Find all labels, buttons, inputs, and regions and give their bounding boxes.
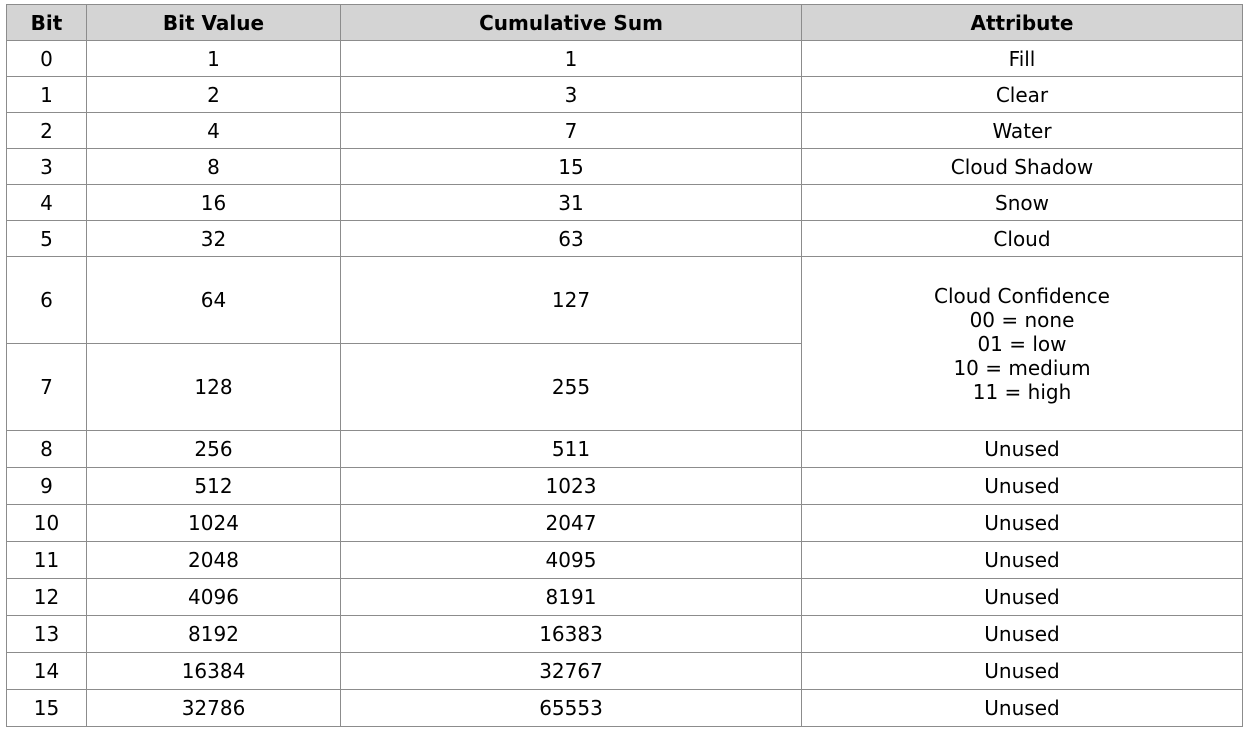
cell-attribute: Unused — [801, 615, 1243, 653]
cell-bit: 5 — [6, 220, 87, 257]
cell-cumulative-sum: 1023 — [340, 467, 802, 505]
header-bit-value: Bit Value — [86, 4, 341, 41]
cell-cumulative-sum: 255 — [340, 343, 802, 431]
cell-bit-value: 512 — [86, 467, 341, 505]
cell-bit: 14 — [6, 652, 87, 690]
cell-bit-value: 16384 — [86, 652, 341, 690]
header-cumulative-sum: Cumulative Sum — [340, 4, 802, 41]
table-row: 7 128 255 — [6, 343, 1243, 431]
cell-attribute: Unused — [801, 578, 1243, 616]
cell-attribute: Unused — [801, 467, 1243, 505]
cell-bit: 3 — [6, 148, 87, 185]
cell-cumulative-sum: 31 — [340, 184, 802, 221]
cell-cumulative-sum: 4095 — [340, 541, 802, 579]
cell-cumulative-sum: 7 — [340, 112, 802, 149]
table-row: 1 2 3 Clear — [6, 76, 1243, 113]
header-attribute: Attribute — [801, 4, 1243, 41]
cell-bit: 1 — [6, 76, 87, 113]
cell-bit-value: 4 — [86, 112, 341, 149]
cell-bit-value: 8 — [86, 148, 341, 185]
cell-cumulative-sum: 127 — [340, 256, 802, 344]
cell-attribute: Water — [801, 112, 1243, 149]
header-row: Bit Bit Value Cumulative Sum Attribute — [6, 4, 1243, 41]
cell-bit: 12 — [6, 578, 87, 616]
cell-bit-value: 1 — [86, 40, 341, 77]
table-row: 13 8192 16383 Unused — [6, 615, 1243, 653]
cell-cumulative-sum: 8191 — [340, 578, 802, 616]
cell-bit-value: 64 — [86, 256, 341, 344]
cell-bit: 4 — [6, 184, 87, 221]
cell-bit-value: 2 — [86, 76, 341, 113]
cloud-confidence-medium: 10 = medium — [953, 355, 1091, 380]
cell-cumulative-sum: 15 — [340, 148, 802, 185]
cell-bit-value: 32 — [86, 220, 341, 257]
table-row: 12 4096 8191 Unused — [6, 578, 1243, 616]
cell-cumulative-sum: 16383 — [340, 615, 802, 653]
cell-attribute: Unused — [801, 652, 1243, 690]
cell-bit-value: 16 — [86, 184, 341, 221]
cell-bit: 11 — [6, 541, 87, 579]
cell-bit: 2 — [6, 112, 87, 149]
cell-bit: 0 — [6, 40, 87, 77]
header-bit: Bit — [6, 4, 87, 41]
cell-cumulative-sum: 65553 — [340, 689, 802, 727]
cell-cumulative-sum: 3 — [340, 76, 802, 113]
cell-bit-value: 4096 — [86, 578, 341, 616]
cell-bit-value: 128 — [86, 343, 341, 431]
cell-attribute-cloud-confidence: Cloud Confidence 00 = none 01 = low 10 =… — [801, 256, 1243, 431]
cell-attribute: Unused — [801, 689, 1243, 727]
table-row: 4 16 31 Snow — [6, 184, 1243, 221]
table-row: 11 2048 4095 Unused — [6, 541, 1243, 579]
cell-bit-value: 8192 — [86, 615, 341, 653]
table-row: 10 1024 2047 Unused — [6, 504, 1243, 542]
table-row: 5 32 63 Cloud — [6, 220, 1243, 257]
cell-bit-value: 256 — [86, 430, 341, 468]
table-row: 14 16384 32767 Unused — [6, 652, 1243, 690]
cell-bit: 15 — [6, 689, 87, 727]
cell-bit-value: 1024 — [86, 504, 341, 542]
table-row: 9 512 1023 Unused — [6, 467, 1243, 505]
bit-attribute-table: Bit Bit Value Cumulative Sum Attribute 0… — [6, 4, 1243, 727]
cell-attribute: Clear — [801, 76, 1243, 113]
table-row: 6 64 127 Cloud Confidence 00 = none 01 =… — [6, 256, 1243, 431]
cell-cumulative-sum: 32767 — [340, 652, 802, 690]
cell-cumulative-sum: 511 — [340, 430, 802, 468]
cell-cumulative-sum: 1 — [340, 40, 802, 77]
cell-attribute: Snow — [801, 184, 1243, 221]
cloud-confidence-title: Cloud Confidence — [934, 283, 1110, 308]
table-row: 3 8 15 Cloud Shadow — [6, 148, 1243, 185]
cell-attribute: Unused — [801, 504, 1243, 542]
cell-attribute: Cloud — [801, 220, 1243, 257]
table-row: 15 32786 65553 Unused — [6, 689, 1243, 727]
cell-cumulative-sum: 63 — [340, 220, 802, 257]
cell-bit: 13 — [6, 615, 87, 653]
cloud-confidence-none: 00 = none — [969, 307, 1075, 332]
cloud-confidence-high: 11 = high — [972, 379, 1072, 404]
cell-attribute: Unused — [801, 541, 1243, 579]
table-row: 2 4 7 Water — [6, 112, 1243, 149]
cell-bit: 6 — [6, 256, 87, 344]
cell-cumulative-sum: 2047 — [340, 504, 802, 542]
cell-attribute: Cloud Shadow — [801, 148, 1243, 185]
cell-bit: 10 — [6, 504, 87, 542]
cell-bit: 9 — [6, 467, 87, 505]
cell-attribute: Fill — [801, 40, 1243, 77]
cell-bit-value: 2048 — [86, 541, 341, 579]
cell-bit: 8 — [6, 430, 87, 468]
cloud-confidence-low: 01 = low — [977, 331, 1067, 356]
cell-attribute: Unused — [801, 430, 1243, 468]
cell-bit: 7 — [6, 343, 87, 431]
cell-bit-value: 32786 — [86, 689, 341, 727]
table-row: 0 1 1 Fill — [6, 40, 1243, 77]
table-row: 8 256 511 Unused — [6, 430, 1243, 468]
